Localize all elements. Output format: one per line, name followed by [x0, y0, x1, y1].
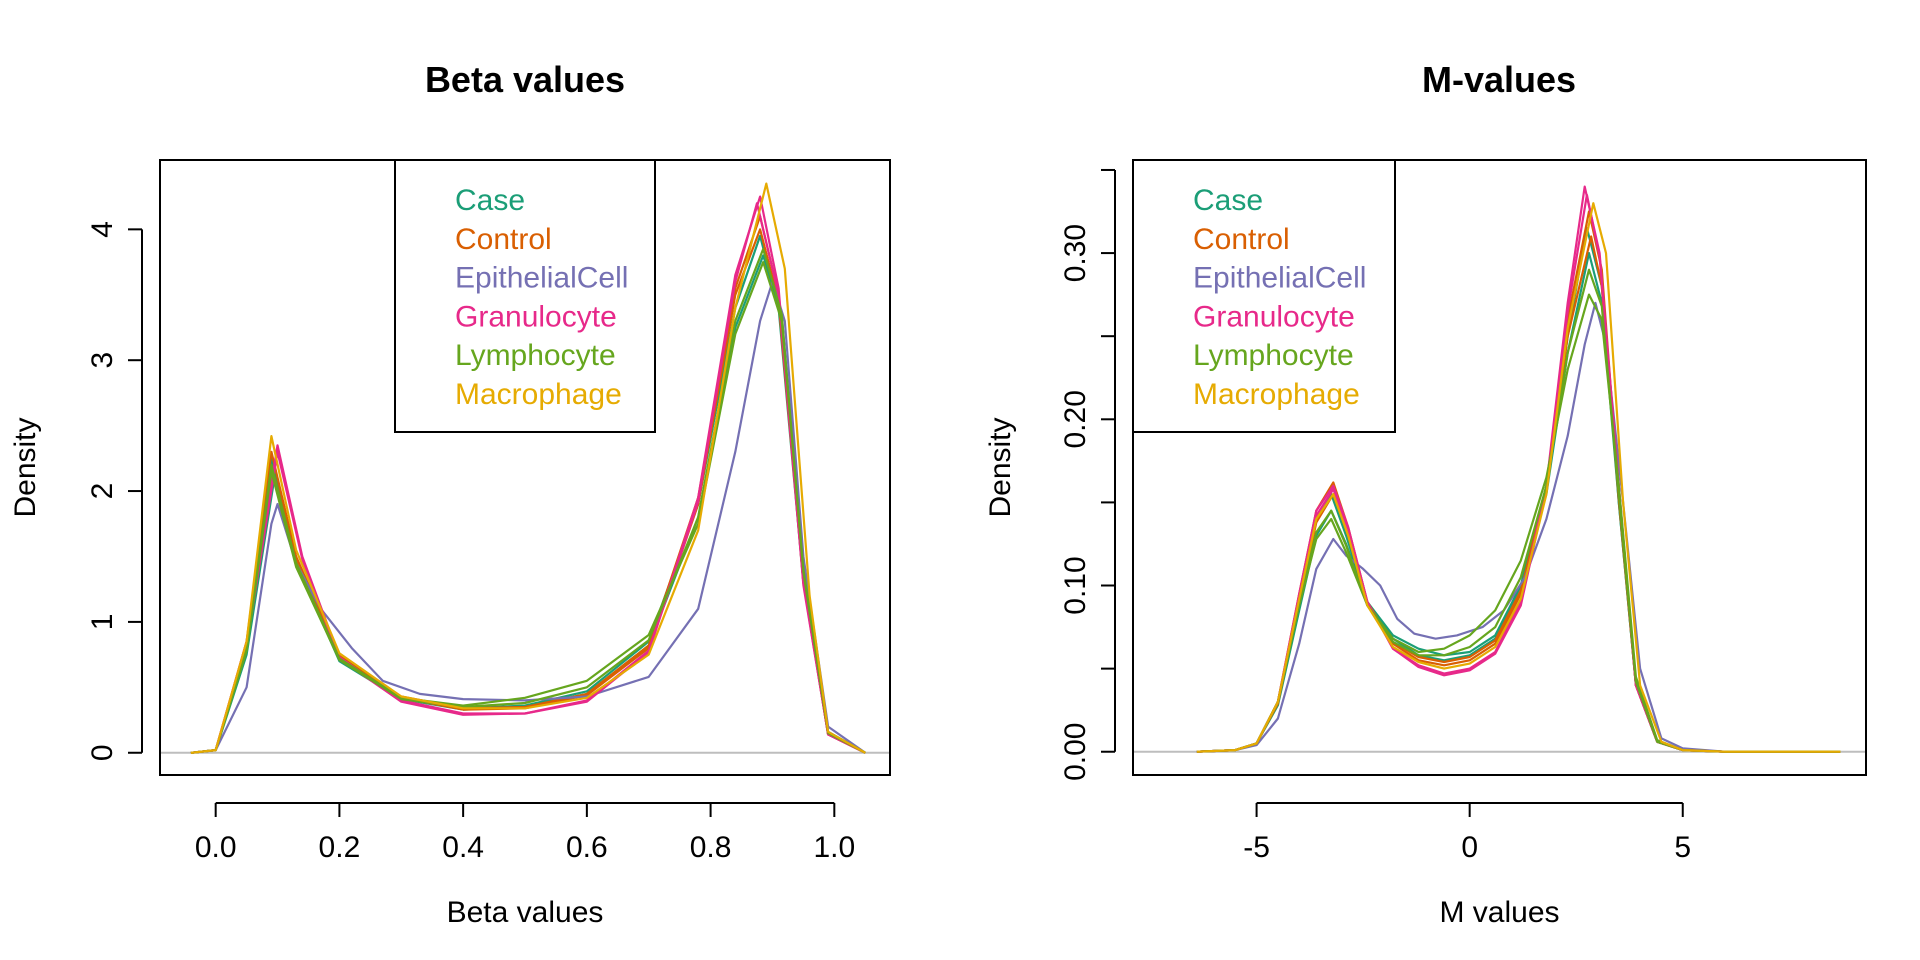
y-tick-label: 0.10	[1059, 556, 1092, 614]
x-tick-label: 0.0	[195, 831, 237, 864]
x-tick-label: -5	[1243, 831, 1270, 864]
y-tick-label: 1	[86, 614, 119, 631]
legend: Case Control EpithelialCell Granulocyte Lymp…	[394, 159, 656, 433]
legend-entry-case: Case	[455, 184, 525, 217]
legend-entry-epithelialcell: EpithelialCell	[455, 262, 628, 295]
plot-frame	[1132, 159, 1867, 776]
x-tick-label: 0.8	[690, 831, 732, 864]
legend-box	[394, 159, 656, 433]
legend-entry-control: Control	[1193, 223, 1290, 256]
x-tick-label: 0	[1461, 831, 1478, 864]
density-curve-lymphocyte	[190, 247, 866, 754]
density-curves	[1196, 185, 1841, 753]
y-axis-label: Density	[9, 417, 42, 517]
x-tick-label: 0.4	[442, 831, 484, 864]
legend: Case Control EpithelialCell Granulocyte Lymp…	[1132, 159, 1396, 433]
legend-entry-macrophage: Macrophage	[1193, 378, 1360, 411]
x-tick-label: 0.6	[566, 831, 608, 864]
y-tick-label: 0	[86, 744, 119, 761]
y-tick-label: 0.30	[1059, 224, 1092, 282]
y-tick-label: 3	[86, 352, 119, 369]
legend-entry-case: Case	[1193, 184, 1263, 217]
legend-box	[1132, 159, 1396, 433]
y-tick-label: 2	[86, 483, 119, 500]
legend-entry-macrophage: Macrophage	[455, 378, 622, 411]
x-axis: 0.0 0.2 0.4 0.6 0.8 1.0	[195, 802, 855, 864]
chart-title: Beta values	[425, 59, 625, 100]
legend-entry-granulocyte: Granulocyte	[455, 300, 617, 333]
y-axis-label: Density	[984, 417, 1017, 517]
y-tick-label: 4	[86, 221, 119, 238]
legend-entry-lymphocyte: Lymphocyte	[455, 339, 616, 372]
legend-entry-lymphocyte: Lymphocyte	[1193, 339, 1354, 372]
legend-entry-epithelialcell: EpithelialCell	[1193, 262, 1366, 295]
y-tick-label: 0.00	[1059, 723, 1092, 781]
legend-entry-control: Control	[455, 223, 552, 256]
density-curve-macrophage	[190, 182, 866, 754]
x-axis: -5 0 5	[1243, 802, 1691, 864]
y-axis: 0.00 0.10 0.20 0.30	[1059, 168, 1116, 781]
density-curves	[190, 182, 866, 754]
legend-entry-granulocyte: Granulocyte	[1193, 300, 1355, 333]
x-tick-label: 0.2	[319, 831, 361, 864]
chart-title: M-values	[1422, 59, 1576, 100]
y-tick-label: 0.20	[1059, 390, 1092, 448]
y-axis: 0 1 2 3 4	[86, 221, 143, 761]
x-axis-label: Beta values	[447, 896, 604, 929]
density-curve-macrophage	[1196, 202, 1841, 753]
x-tick-label: 5	[1674, 831, 1691, 864]
x-axis-label: M values	[1439, 896, 1559, 929]
x-tick-label: 1.0	[813, 831, 855, 864]
